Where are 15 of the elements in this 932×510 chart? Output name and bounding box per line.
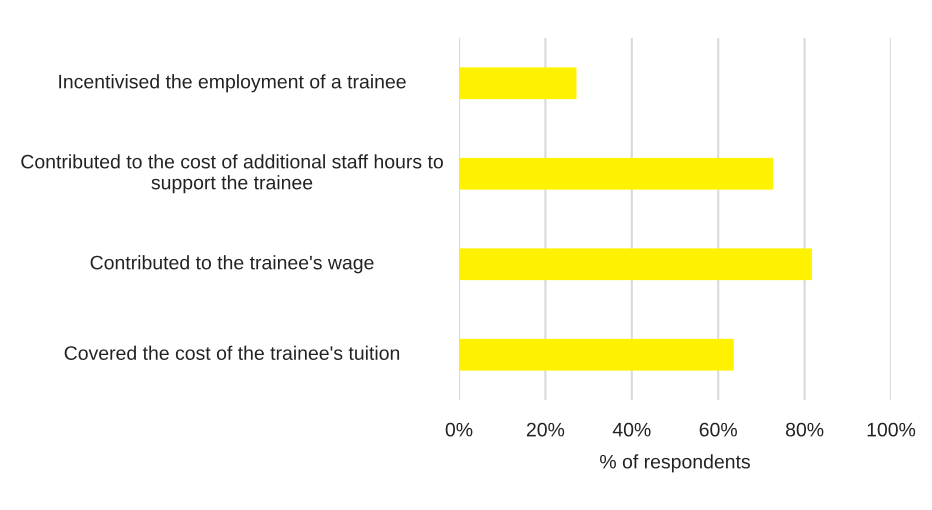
bar (459, 67, 577, 100)
y-tick-label: Contributed to the trainee's wage (90, 255, 374, 274)
x-tick-label: 60% (700, 422, 737, 437)
y-tick-label: Covered the cost of the trainee's tuition (64, 346, 400, 360)
x-tick-label: 80% (786, 422, 824, 437)
x-tick-label: 0% (446, 422, 472, 437)
x-tick-label: 40% (612, 422, 651, 437)
bar (459, 338, 734, 371)
bar (459, 248, 812, 280)
y-tick-label: Contributed to the cost of additional staff hours to support the trainee (21, 154, 443, 194)
x-tick-label: 20% (526, 422, 564, 437)
x-axis-title: % of respondents (600, 454, 750, 472)
bar (459, 158, 774, 190)
y-tick-label: Incentivised the employment of a trainee (59, 74, 406, 92)
x-tick-label: 100% (868, 422, 916, 437)
